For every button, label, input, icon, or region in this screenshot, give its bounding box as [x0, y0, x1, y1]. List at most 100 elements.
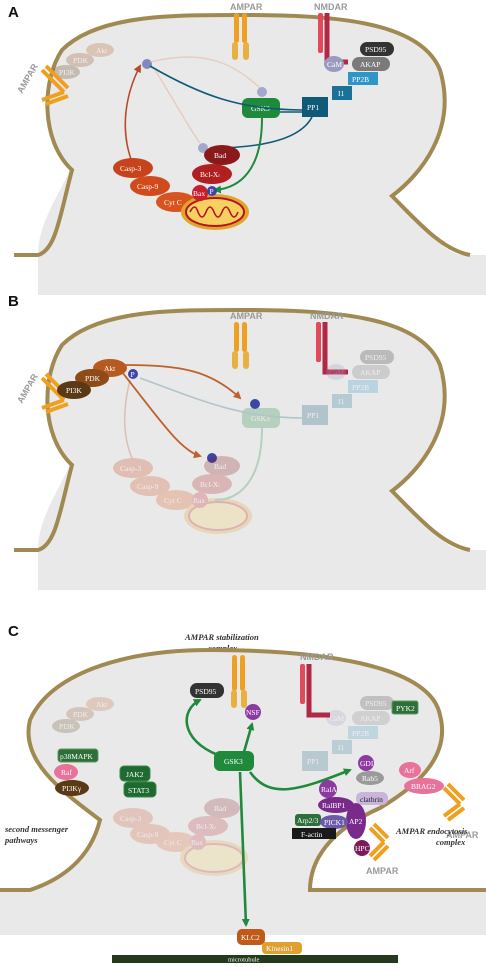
panel-b-cytc: Cyt C [164, 496, 182, 505]
panel-a-membrane [14, 12, 471, 257]
panel-c-arf: Arf [404, 766, 415, 775]
panel-a-cytc: Cyt C [164, 198, 182, 207]
panel-c-psd95: PSD95 [195, 687, 217, 696]
panel-b-nmdar-label: NMDAR [310, 311, 344, 321]
panel-a-gsk3: GSK3 [251, 104, 270, 113]
panel-c-kinesin1-node [262, 942, 302, 954]
panel-c-stat3: STAT3 [128, 786, 149, 795]
panel-b-pdk: PDK [85, 374, 101, 383]
panel-a-bclxl: Bcl-Xₗ [200, 170, 220, 179]
panel-c-jak2: JAK2 [126, 770, 144, 779]
panel-b-p-bad [207, 453, 217, 463]
panel-b-bad: Bad [214, 462, 226, 471]
panel-c-gsk3-gdi-arrow [248, 768, 352, 791]
panel-c-hpc: HPC [355, 844, 370, 853]
panel-c-arp23-node [295, 814, 321, 826]
panel-c-spine [0, 650, 486, 935]
panel-c-gsk3-psd95-arrow [185, 698, 219, 757]
panel-c-ghost-bad: Bad [214, 804, 226, 813]
panel-c-endocytosis-1: AMPAR endocytosis [395, 826, 468, 836]
panel-a-bax-node [192, 185, 208, 201]
panel-b-ampar-left-label: AMPAR [15, 372, 40, 405]
panel-c-stab-title-1: AMPAR stabilization [184, 632, 259, 642]
panel-b-cam: CaM [329, 368, 344, 377]
panel-c-ralbp1: RalBP1 [322, 801, 346, 810]
panel-a: A Akt PDK PI3K AMPAR AMPAR NMDA [8, 2, 486, 295]
panel-c-ghost-akt: Akt [96, 700, 108, 709]
panel-b-membrane [14, 307, 471, 552]
panel-a-pdk: PDK [73, 56, 89, 65]
panel-c-gsk3-node [214, 751, 254, 771]
panel-c: C AMPAR stabilization complex Akt PDK PI… [0, 623, 486, 964]
panel-b-ampar-top-label: AMPAR [230, 311, 263, 321]
panel-c-psd95-node [190, 683, 224, 698]
panel-b-ghost-group: PSD95 AKAP CaM PP2B I1 PP1 GSK3 Bad Bcl-… [113, 350, 394, 534]
panel-c-nsf-node [245, 704, 261, 720]
panel-c-pyk2: PYK2 [396, 704, 415, 713]
panel-a-cam: CaM [327, 60, 342, 69]
panel-c-brag2-node [404, 778, 444, 794]
panel-c-rala: RalA [321, 785, 337, 794]
panel-c-nmdar: NMDAR [300, 652, 334, 718]
panel-c-letter: C [8, 623, 19, 640]
panel-b-casp3: Casp-3 [120, 464, 141, 473]
panel-a-bad: Bad [214, 151, 226, 160]
panel-c-ghost-pp1: PP1 [307, 757, 319, 766]
panel-c-p38mapk: p38MAPK [60, 752, 94, 761]
panel-a-psd95: PSD95 [365, 45, 387, 54]
panel-a-spine [38, 15, 486, 295]
panel-c-gdi-node [358, 755, 374, 771]
panel-a-pp2b: PP2B [352, 75, 369, 84]
panel-c-ghost-casp9: Casp-9 [137, 830, 158, 839]
panel-c-rab5-node [356, 771, 384, 785]
panel-b-p-label: P [131, 370, 135, 379]
panel-b-p-akt [128, 369, 138, 379]
panel-c-raf-node [54, 764, 78, 780]
panel-c-pyk2-node [391, 700, 419, 715]
panel-a-ampar-top-label: AMPAR [230, 2, 263, 12]
panel-c-gsk3-nsf-arrow [242, 722, 255, 753]
panel-c-ampar-right1: AMPAR [442, 782, 479, 840]
panel-a-p-akt [142, 59, 152, 69]
panel-c-gsk3-klc2-arrow [238, 771, 250, 927]
panel-c-rab5: Rab5 [362, 774, 378, 783]
panel-b-p-gsk3 [250, 399, 260, 409]
panel-a-casp9-node [130, 176, 170, 196]
panel-b-nmdar: NMDAR [310, 311, 348, 375]
panel-c-ghost-psd95: PSD95 [365, 699, 387, 708]
panel-c-endocytosis-2: complex [436, 837, 466, 847]
panel-c-ampar-top [231, 655, 247, 708]
panel-a-p-label: P [210, 187, 214, 196]
panel-a-casp3-node [113, 158, 153, 178]
panel-c-microtubule: microtubule [228, 957, 260, 964]
panel-b-pi3k: PI3K [66, 386, 82, 395]
panel-c-ghost-i1: I1 [338, 743, 344, 752]
panel-c-nmdar-label: NMDAR [300, 652, 334, 662]
panel-a-akap-node [352, 57, 390, 71]
panel-c-arf-node [399, 762, 421, 778]
panel-a-p-bad [198, 143, 208, 153]
panel-a-akap: AKAP [360, 60, 380, 69]
panel-c-klc2-node [237, 929, 265, 945]
panel-a-i1-node [332, 86, 352, 100]
panel-c-pick1: PICK1 [324, 818, 345, 827]
panel-b: B AMPAR AMPAR NMDAR Akt PDK PI3K P [8, 293, 486, 590]
panel-a-p-gsk3 [257, 87, 267, 97]
panel-b-spine [38, 310, 486, 590]
panel-b-pp2b: PP2B [352, 383, 369, 392]
panel-c-gsk3: GSK3 [224, 757, 243, 766]
panel-a-akt-gsk3-pale [149, 56, 261, 89]
panel-c-hpc-node [354, 840, 370, 856]
panel-c-ghost-cam: CaM [329, 714, 344, 723]
panel-c-ghost-pi3k: PI3K [59, 722, 75, 731]
panel-b-pdk-node [75, 369, 109, 387]
panel-a-pp2b-node [348, 72, 378, 85]
panel-c-stab-title-2: complex [208, 643, 238, 653]
panel-a-bclxl-node [192, 164, 232, 184]
panel-c-pi3kg-node [55, 780, 89, 796]
panel-b-letter: B [8, 293, 19, 310]
panel-a-bax: Bax [193, 189, 205, 198]
panel-b-casp9: Casp-9 [137, 482, 158, 491]
panel-a-akt: Akt [96, 46, 108, 55]
